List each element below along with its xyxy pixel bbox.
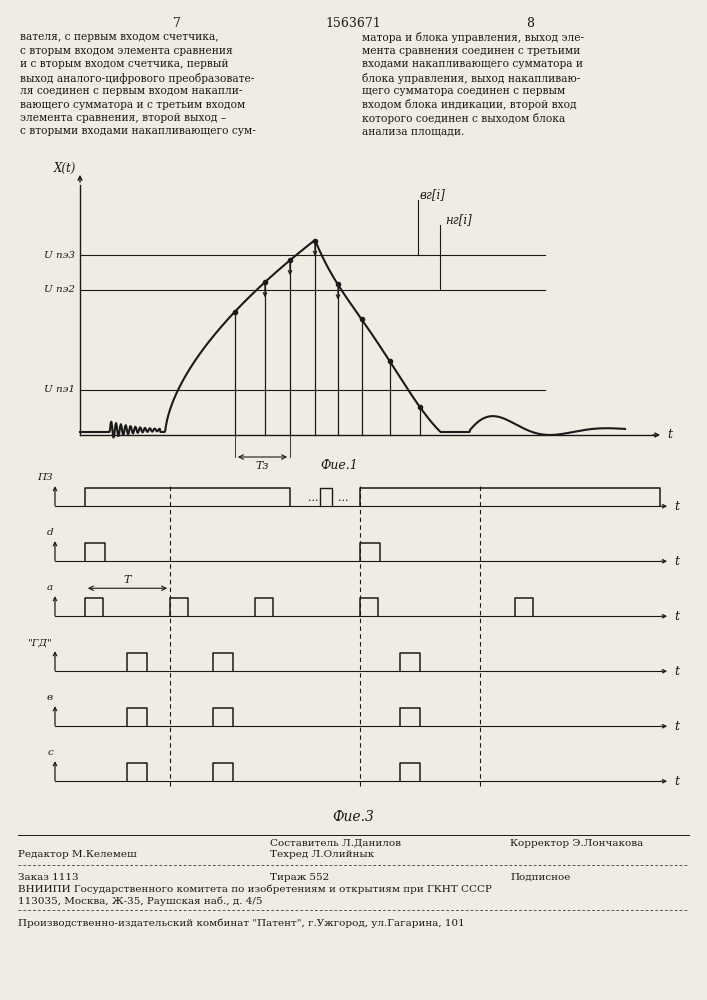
Text: Составитель Л.Данилов: Составитель Л.Данилов	[270, 839, 401, 848]
Text: ВНИИПИ Государственного комитета по изобретениям и открытиям при ГКНТ СССР: ВНИИПИ Государственного комитета по изоб…	[18, 885, 492, 894]
Text: Тираж 552: Тираж 552	[270, 873, 329, 882]
Text: t: t	[674, 500, 679, 513]
Text: которого соединен с выходом блока: которого соединен с выходом блока	[362, 113, 566, 124]
Text: мента сравнения соединен с третьими: мента сравнения соединен с третьими	[362, 45, 580, 55]
Text: входом блока индикации, второй вход: входом блока индикации, второй вход	[362, 100, 577, 110]
Text: вающего сумматора и с третьим входом: вающего сумматора и с третьим входом	[20, 100, 245, 109]
Text: элемента сравнения, второй выход –: элемента сравнения, второй выход –	[20, 113, 226, 123]
Text: Техред Л.Олийнык: Техред Л.Олийнык	[270, 850, 374, 859]
Text: t: t	[667, 428, 672, 442]
Text: ...: ...	[308, 493, 318, 503]
Text: t: t	[674, 555, 679, 568]
Text: Заказ 1113: Заказ 1113	[18, 873, 78, 882]
Text: U пэ3: U пэ3	[44, 250, 75, 259]
Text: и с вторым входом счетчика, первый: и с вторым входом счетчика, первый	[20, 59, 228, 69]
Text: d: d	[47, 528, 53, 537]
Text: Корректор Э.Лончакова: Корректор Э.Лончакова	[510, 839, 643, 848]
Text: t: t	[674, 665, 679, 678]
Text: Фие.3: Фие.3	[332, 810, 374, 824]
Text: "ГД": "ГД"	[28, 638, 53, 647]
Text: 1563671: 1563671	[325, 17, 381, 30]
Text: с вторым входом элемента сравнения: с вторым входом элемента сравнения	[20, 45, 233, 55]
Text: U пэ2: U пэ2	[44, 286, 75, 294]
Text: нг[i]: нг[i]	[445, 214, 472, 227]
Text: 7: 7	[173, 17, 181, 30]
Text: Tз: Tз	[256, 461, 269, 471]
Text: 113035, Москва, Ж-35, Раушская наб., д. 4/5: 113035, Москва, Ж-35, Раушская наб., д. …	[18, 897, 262, 906]
Text: вателя, с первым входом счетчика,: вателя, с первым входом счетчика,	[20, 32, 218, 42]
Text: Фие.1: Фие.1	[320, 459, 358, 472]
Text: T: T	[124, 575, 132, 585]
Text: выход аналого-цифрового преобразовате-: выход аналого-цифрового преобразовате-	[20, 73, 255, 84]
Text: ПЗ: ПЗ	[37, 473, 53, 482]
Text: с вторыми входами накапливающего сум-: с вторыми входами накапливающего сум-	[20, 126, 256, 136]
Text: ...: ...	[338, 493, 349, 503]
Text: t: t	[674, 610, 679, 623]
Text: t: t	[674, 720, 679, 733]
Text: Производственно-издательский комбинат "Патент", г.Ужгород, ул.Гагарина, 101: Производственно-издательский комбинат "П…	[18, 918, 464, 928]
Text: U пэ1: U пэ1	[44, 385, 75, 394]
Text: матора и блока управления, выход эле-: матора и блока управления, выход эле-	[362, 32, 584, 43]
Text: 8: 8	[526, 17, 534, 30]
Text: Подписное: Подписное	[510, 873, 571, 882]
Text: щего сумматора соединен с первым: щего сумматора соединен с первым	[362, 86, 566, 96]
Text: анализа площади.: анализа площади.	[362, 126, 464, 136]
Text: ля соединен с первым входом накапли-: ля соединен с первым входом накапли-	[20, 86, 243, 96]
Text: блока управления, выход накапливаю-: блока управления, выход накапливаю-	[362, 73, 580, 84]
Text: вг[i]: вг[i]	[420, 188, 446, 202]
Text: Редактор М.Келемеш: Редактор М.Келемеш	[18, 850, 136, 859]
Text: в: в	[47, 693, 53, 702]
Text: с: с	[47, 748, 53, 757]
Text: a: a	[47, 583, 53, 592]
Text: X(t): X(t)	[54, 161, 76, 174]
Text: t: t	[674, 775, 679, 788]
Text: входами накапливающего сумматора и: входами накапливающего сумматора и	[362, 59, 583, 69]
